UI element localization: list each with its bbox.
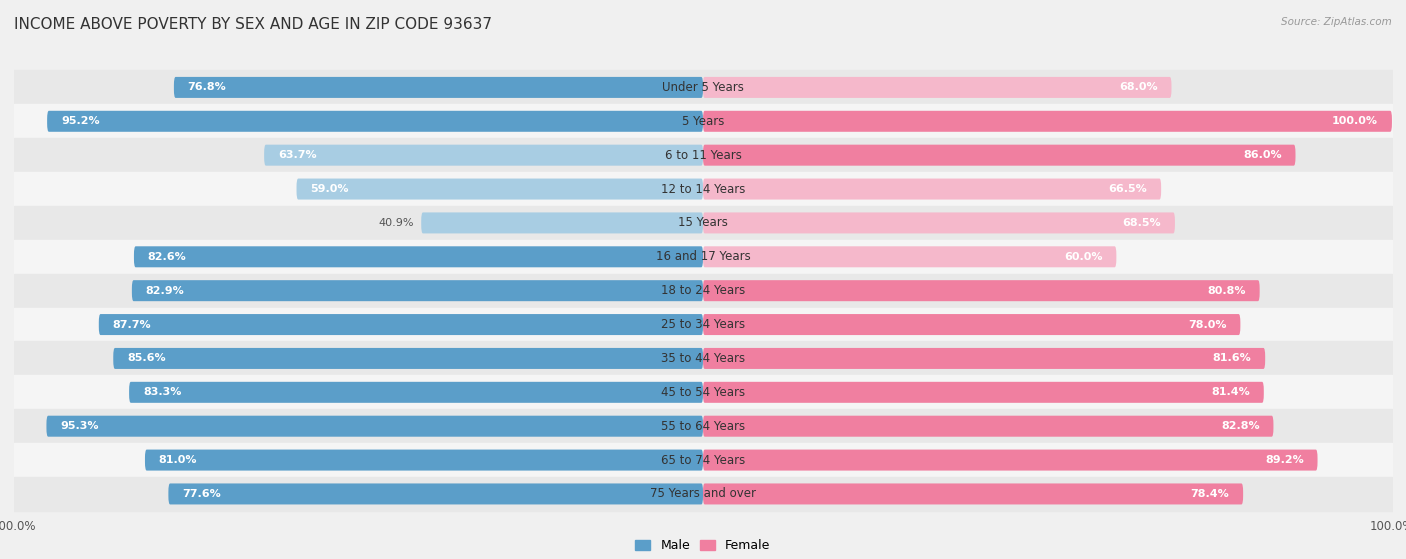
Text: 78.0%: 78.0% xyxy=(1188,320,1226,330)
Text: 82.6%: 82.6% xyxy=(148,252,187,262)
FancyBboxPatch shape xyxy=(129,382,703,403)
FancyBboxPatch shape xyxy=(703,484,1243,504)
Text: 15 Years: 15 Years xyxy=(678,216,728,229)
Text: 35 to 44 Years: 35 to 44 Years xyxy=(661,352,745,365)
FancyBboxPatch shape xyxy=(174,77,703,98)
Text: 78.4%: 78.4% xyxy=(1191,489,1229,499)
FancyBboxPatch shape xyxy=(703,280,1260,301)
FancyBboxPatch shape xyxy=(134,247,703,267)
Text: INCOME ABOVE POVERTY BY SEX AND AGE IN ZIP CODE 93637: INCOME ABOVE POVERTY BY SEX AND AGE IN Z… xyxy=(14,17,492,32)
Text: 5 Years: 5 Years xyxy=(682,115,724,128)
Text: 12 to 14 Years: 12 to 14 Years xyxy=(661,183,745,196)
FancyBboxPatch shape xyxy=(422,212,703,234)
Text: 81.0%: 81.0% xyxy=(159,455,197,465)
Text: 95.3%: 95.3% xyxy=(60,421,98,431)
FancyBboxPatch shape xyxy=(48,111,703,132)
Text: 95.2%: 95.2% xyxy=(60,116,100,126)
Text: 63.7%: 63.7% xyxy=(278,150,316,160)
Text: 82.9%: 82.9% xyxy=(146,286,184,296)
Text: 25 to 34 Years: 25 to 34 Years xyxy=(661,318,745,331)
FancyBboxPatch shape xyxy=(297,178,703,200)
FancyBboxPatch shape xyxy=(703,314,1240,335)
FancyBboxPatch shape xyxy=(703,178,1161,200)
FancyBboxPatch shape xyxy=(169,484,703,504)
Text: 40.9%: 40.9% xyxy=(378,218,415,228)
Text: 85.6%: 85.6% xyxy=(127,353,166,363)
FancyBboxPatch shape xyxy=(264,145,703,165)
Text: 81.6%: 81.6% xyxy=(1212,353,1251,363)
Text: 81.4%: 81.4% xyxy=(1211,387,1250,397)
Text: 80.8%: 80.8% xyxy=(1208,286,1246,296)
Text: 66.5%: 66.5% xyxy=(1108,184,1147,194)
Text: 18 to 24 Years: 18 to 24 Years xyxy=(661,284,745,297)
FancyBboxPatch shape xyxy=(703,382,1264,403)
Legend: Male, Female: Male, Female xyxy=(630,534,776,557)
Text: 100.0%: 100.0% xyxy=(1331,116,1378,126)
FancyBboxPatch shape xyxy=(703,348,1265,369)
Text: Under 5 Years: Under 5 Years xyxy=(662,81,744,94)
FancyBboxPatch shape xyxy=(703,145,1295,165)
Text: 55 to 64 Years: 55 to 64 Years xyxy=(661,420,745,433)
FancyBboxPatch shape xyxy=(703,77,1171,98)
FancyBboxPatch shape xyxy=(114,348,703,369)
FancyBboxPatch shape xyxy=(46,416,703,437)
Text: 6 to 11 Years: 6 to 11 Years xyxy=(665,149,741,162)
Text: 68.5%: 68.5% xyxy=(1122,218,1161,228)
Text: 87.7%: 87.7% xyxy=(112,320,152,330)
FancyBboxPatch shape xyxy=(145,449,703,471)
Text: Source: ZipAtlas.com: Source: ZipAtlas.com xyxy=(1281,17,1392,27)
Text: 83.3%: 83.3% xyxy=(143,387,181,397)
Text: 77.6%: 77.6% xyxy=(183,489,221,499)
Text: 82.8%: 82.8% xyxy=(1220,421,1260,431)
FancyBboxPatch shape xyxy=(703,247,1116,267)
Text: 59.0%: 59.0% xyxy=(311,184,349,194)
FancyBboxPatch shape xyxy=(703,449,1317,471)
Text: 89.2%: 89.2% xyxy=(1265,455,1303,465)
Text: 76.8%: 76.8% xyxy=(187,82,226,92)
Text: 45 to 54 Years: 45 to 54 Years xyxy=(661,386,745,399)
FancyBboxPatch shape xyxy=(703,212,1175,234)
Text: 68.0%: 68.0% xyxy=(1119,82,1157,92)
FancyBboxPatch shape xyxy=(98,314,703,335)
Text: 60.0%: 60.0% xyxy=(1064,252,1102,262)
Text: 16 and 17 Years: 16 and 17 Years xyxy=(655,250,751,263)
Text: 65 to 74 Years: 65 to 74 Years xyxy=(661,453,745,467)
Text: 75 Years and over: 75 Years and over xyxy=(650,487,756,500)
FancyBboxPatch shape xyxy=(132,280,703,301)
FancyBboxPatch shape xyxy=(703,416,1274,437)
Text: 86.0%: 86.0% xyxy=(1243,150,1282,160)
FancyBboxPatch shape xyxy=(703,111,1392,132)
